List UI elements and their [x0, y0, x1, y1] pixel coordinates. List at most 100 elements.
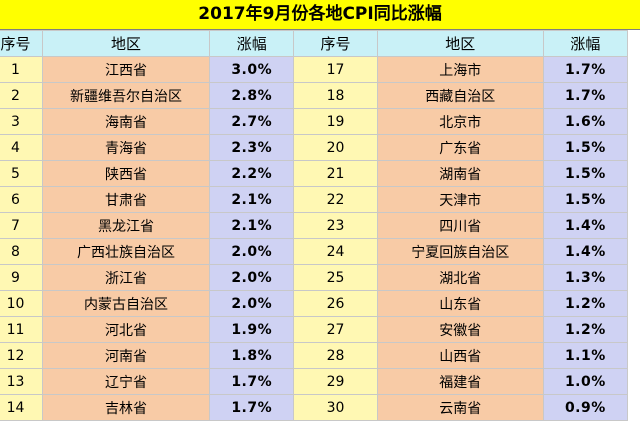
region-cell: 云南省 — [376, 394, 544, 421]
region-cell: 四川省 — [376, 212, 544, 239]
num-cell: 9 — [0, 264, 43, 291]
region-cell: 湖北省 — [376, 264, 544, 291]
num-cell: 20 — [293, 134, 378, 161]
change-cell: 1.5% — [542, 186, 629, 213]
table-row: 6 甘肃省 2.1% 22 天津市 1.5% — [0, 186, 629, 213]
region-cell: 黑龙江省 — [41, 212, 211, 239]
change-cell: 1.2% — [542, 316, 629, 343]
region-cell: 河北省 — [41, 316, 211, 343]
num-cell: 10 — [0, 290, 43, 317]
region-cell: 新疆维吾尔自治区 — [41, 82, 211, 109]
region-cell: 西藏自治区 — [376, 82, 544, 109]
header-num-left: 序号 — [0, 30, 43, 57]
num-cell: 24 — [293, 238, 378, 265]
table-row: 5 陕西省 2.2% 21 湖南省 1.5% — [0, 160, 629, 187]
header-region-right: 地区 — [376, 30, 544, 57]
change-cell: 1.3% — [542, 264, 629, 291]
num-cell: 30 — [293, 394, 378, 421]
change-cell: 1.2% — [542, 290, 629, 317]
change-cell: 2.3% — [209, 134, 295, 161]
change-cell: 1.5% — [542, 160, 629, 187]
region-cell: 吉林省 — [41, 394, 211, 421]
table-row: 11 河北省 1.9% 27 安徽省 1.2% — [0, 316, 629, 343]
table-row: 8 广西壮族自治区 2.0% 24 宁夏回族自治区 1.4% — [0, 238, 629, 265]
num-cell: 17 — [293, 56, 378, 83]
region-cell: 湖南省 — [376, 160, 544, 187]
cpi-table: 序号 地区 涨幅 序号 地区 涨幅 1 江西省 3.0% 17 上海市 1.7% 2 新疆维吾… — [0, 30, 629, 421]
num-cell: 12 — [0, 342, 43, 369]
num-cell: 4 — [0, 134, 43, 161]
change-cell: 1.7% — [542, 82, 629, 109]
num-cell: 7 — [0, 212, 43, 239]
change-cell: 2.1% — [209, 186, 295, 213]
change-cell: 2.8% — [209, 82, 295, 109]
num-cell: 6 — [0, 186, 43, 213]
table-row: 7 黑龙江省 2.1% 23 四川省 1.4% — [0, 212, 629, 239]
change-cell: 1.9% — [209, 316, 295, 343]
num-cell: 3 — [0, 108, 43, 135]
num-cell: 29 — [293, 368, 378, 395]
region-cell: 河南省 — [41, 342, 211, 369]
header-change-left: 涨幅 — [209, 30, 295, 57]
change-cell: 1.7% — [209, 394, 295, 421]
header-change-right: 涨幅 — [542, 30, 629, 57]
table-row: 2 新疆维吾尔自治区 2.8% 18 西藏自治区 1.7% — [0, 82, 629, 109]
num-cell: 14 — [0, 394, 43, 421]
change-cell: 1.1% — [542, 342, 629, 369]
change-cell: 1.7% — [542, 56, 629, 83]
region-cell: 山东省 — [376, 290, 544, 317]
region-cell: 辽宁省 — [41, 368, 211, 395]
change-cell: 1.8% — [209, 342, 295, 369]
num-cell: 21 — [293, 160, 378, 187]
num-cell: 18 — [293, 82, 378, 109]
num-cell: 2 — [0, 82, 43, 109]
num-cell: 1 — [0, 56, 43, 83]
num-cell: 19 — [293, 108, 378, 135]
change-cell: 2.7% — [209, 108, 295, 135]
region-cell: 广东省 — [376, 134, 544, 161]
num-cell: 13 — [0, 368, 43, 395]
header-row: 序号 地区 涨幅 序号 地区 涨幅 — [0, 30, 629, 57]
change-cell: 3.0% — [209, 56, 295, 83]
region-cell: 山西省 — [376, 342, 544, 369]
table-row: 4 青海省 2.3% 20 广东省 1.5% — [0, 134, 629, 161]
num-cell: 28 — [293, 342, 378, 369]
num-cell: 5 — [0, 160, 43, 187]
change-cell: 1.4% — [542, 238, 629, 265]
table-title: 2017年9月份各地CPI同比涨幅 — [0, 0, 640, 30]
region-cell: 陕西省 — [41, 160, 211, 187]
change-cell: 2.2% — [209, 160, 295, 187]
region-cell: 福建省 — [376, 368, 544, 395]
change-cell: 2.1% — [209, 212, 295, 239]
table-row: 9 浙江省 2.0% 25 湖北省 1.3% — [0, 264, 629, 291]
header-num-right: 序号 — [293, 30, 378, 57]
num-cell: 23 — [293, 212, 378, 239]
region-cell: 江西省 — [41, 56, 211, 83]
region-cell: 宁夏回族自治区 — [376, 238, 544, 265]
table-row: 3 海南省 2.7% 19 北京市 1.6% — [0, 108, 629, 135]
region-cell: 广西壮族自治区 — [41, 238, 211, 265]
table-row: 13 辽宁省 1.7% 29 福建省 1.0% — [0, 368, 629, 395]
table-row: 1 江西省 3.0% 17 上海市 1.7% — [0, 56, 629, 83]
region-cell: 青海省 — [41, 134, 211, 161]
region-cell: 甘肃省 — [41, 186, 211, 213]
region-cell: 上海市 — [376, 56, 544, 83]
num-cell: 11 — [0, 316, 43, 343]
region-cell: 北京市 — [376, 108, 544, 135]
num-cell: 8 — [0, 238, 43, 265]
region-cell: 海南省 — [41, 108, 211, 135]
table-row: 10 内蒙古自治区 2.0% 26 山东省 1.2% — [0, 290, 629, 317]
change-cell: 1.5% — [542, 134, 629, 161]
change-cell: 1.6% — [542, 108, 629, 135]
change-cell: 1.0% — [542, 368, 629, 395]
region-cell: 浙江省 — [41, 264, 211, 291]
change-cell: 1.4% — [542, 212, 629, 239]
num-cell: 25 — [293, 264, 378, 291]
num-cell: 26 — [293, 290, 378, 317]
change-cell: 0.9% — [542, 394, 629, 421]
change-cell: 1.7% — [209, 368, 295, 395]
region-cell: 内蒙古自治区 — [41, 290, 211, 317]
region-cell: 安徽省 — [376, 316, 544, 343]
change-cell: 2.0% — [209, 238, 295, 265]
change-cell: 2.0% — [209, 290, 295, 317]
